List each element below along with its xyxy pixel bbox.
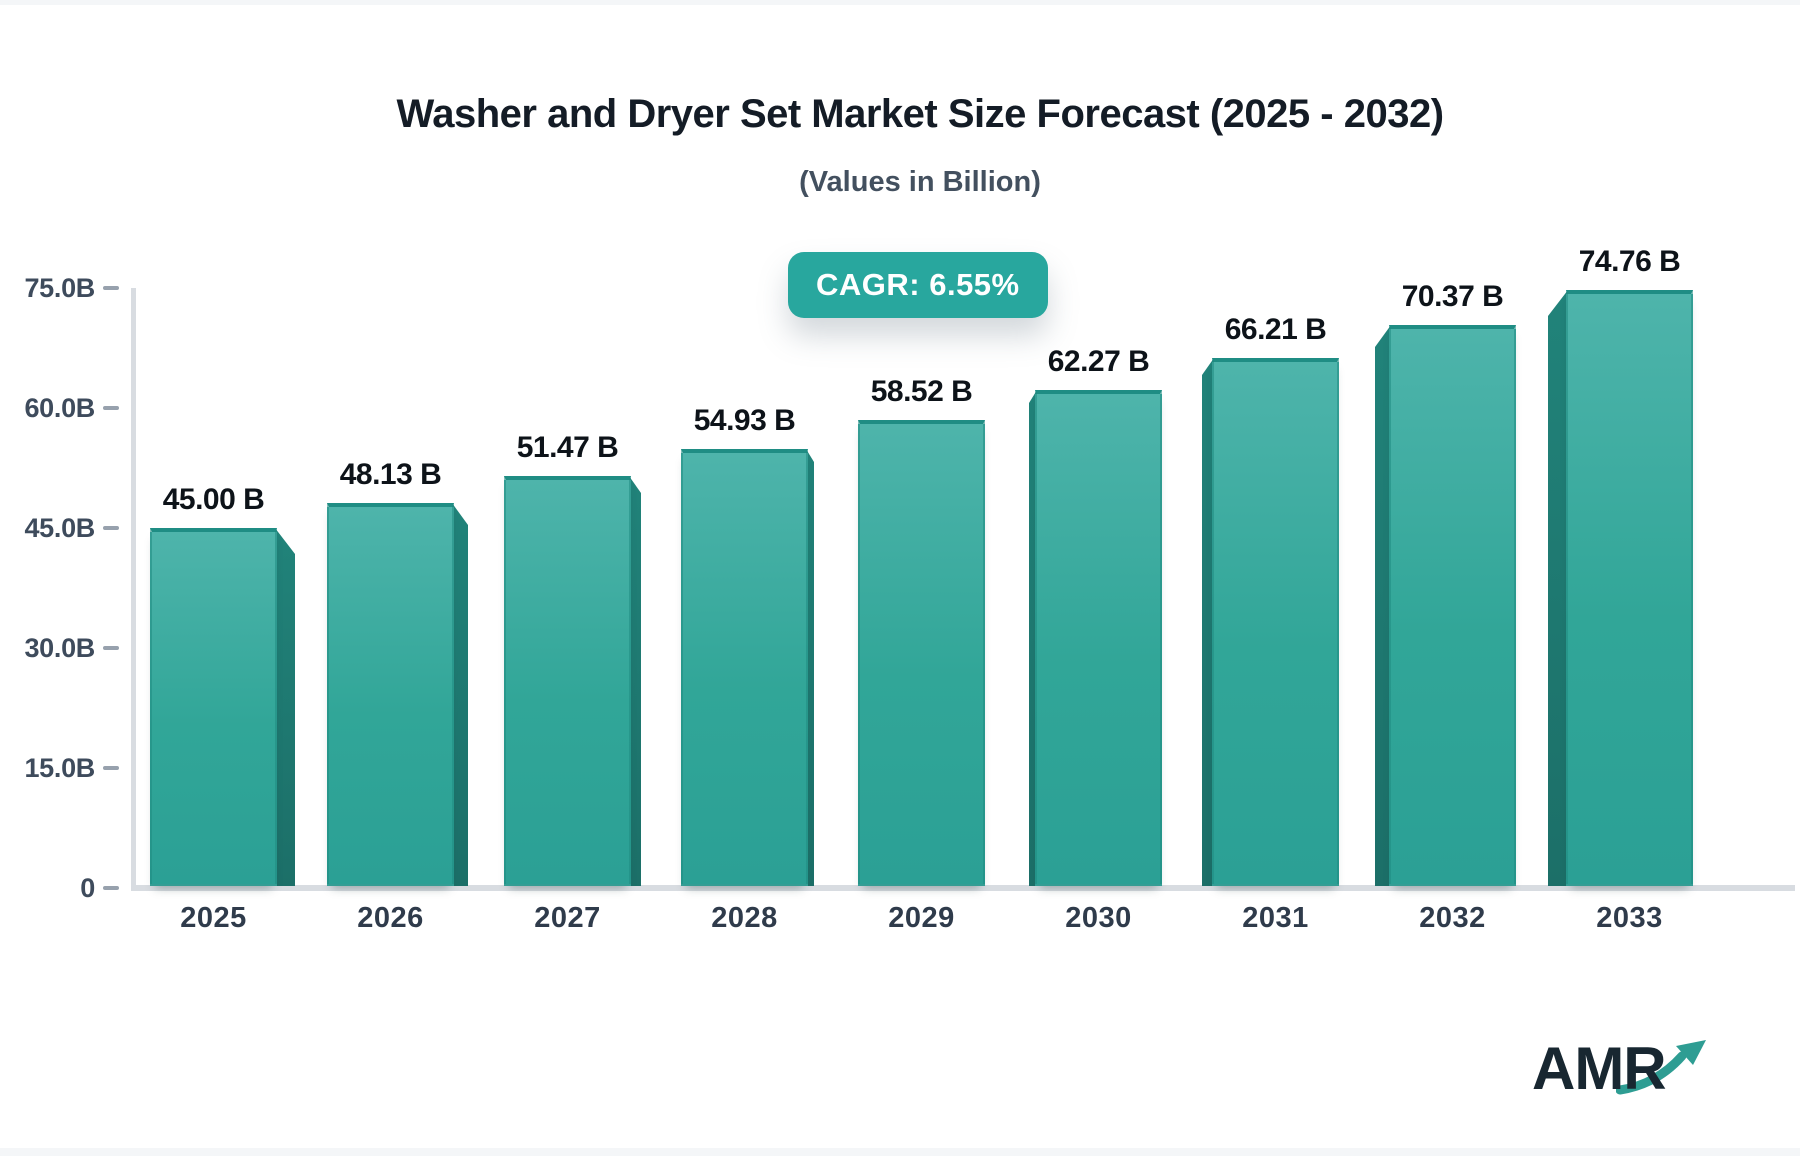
y-tick-label: 0 <box>80 873 95 903</box>
cagr-badge: CAGR: 6.55% <box>788 252 1048 318</box>
logo-text: AMR <box>1532 1035 1667 1102</box>
bar-value-label: 45.00 B <box>162 483 265 516</box>
y-tick-label: 30.0B <box>24 633 95 663</box>
x-axis-label: 2032 <box>1419 902 1486 934</box>
bar-side <box>452 503 468 886</box>
x-axis-label: 2030 <box>1065 902 1132 934</box>
bar-value-label: 74.76 B <box>1578 245 1681 278</box>
x-axis-label: 2028 <box>711 902 778 934</box>
chart-title: Washer and Dryer Set Market Size Forecas… <box>396 92 1444 136</box>
bar-side <box>1375 325 1391 886</box>
y-tick-dash <box>103 526 119 530</box>
bar-side <box>629 476 641 886</box>
chart-subtitle: (Values in Billion) <box>799 166 1041 198</box>
y-tick-label: 45.0B <box>24 513 95 543</box>
bar-side <box>1202 358 1214 886</box>
amr-logo: AMR <box>1532 1034 1712 1104</box>
x-axis-label: 2033 <box>1596 902 1663 934</box>
bar <box>1212 358 1339 886</box>
y-tick-label: 75.0B <box>24 273 95 303</box>
y-tick-label: 15.0B <box>24 753 95 783</box>
frame-strip-top <box>0 0 1800 5</box>
bar <box>681 449 808 886</box>
y-tick-dash <box>103 886 119 890</box>
bar <box>858 420 985 886</box>
x-axis-label: 2031 <box>1242 902 1309 934</box>
bar-value-label: 66.21 B <box>1224 313 1327 346</box>
bar-side <box>275 528 295 886</box>
y-tick-dash <box>103 646 119 650</box>
bar-value-label: 54.93 B <box>693 404 796 437</box>
bar <box>327 503 454 886</box>
x-axis-line <box>131 885 1795 891</box>
y-tick-dash <box>103 286 119 290</box>
x-axis-label: 2027 <box>534 902 601 934</box>
bar <box>1566 290 1693 886</box>
y-tick-label: 60.0B <box>24 393 95 423</box>
y-axis-line <box>131 288 136 888</box>
x-axis-label: 2026 <box>357 902 424 934</box>
bar-value-label: 62.27 B <box>1047 345 1150 378</box>
bar <box>150 528 277 886</box>
bar-value-label: 48.13 B <box>339 458 442 491</box>
x-axis-label: 2029 <box>888 902 955 934</box>
bar-side <box>806 449 814 886</box>
bar <box>504 476 631 886</box>
bar-side <box>1029 390 1037 886</box>
logo-trend-arrow-icon <box>1616 1040 1706 1095</box>
bar-value-label: 70.37 B <box>1401 280 1504 313</box>
bar-side <box>1548 290 1568 886</box>
bar <box>1389 325 1516 886</box>
frame-strip-bottom <box>0 1148 1800 1156</box>
bar <box>1035 390 1162 886</box>
bar-value-label: 51.47 B <box>516 431 619 464</box>
bar-value-label: 58.52 B <box>870 375 973 408</box>
y-tick-dash <box>103 766 119 770</box>
y-tick-dash <box>103 406 119 410</box>
x-axis-label: 2025 <box>180 902 247 934</box>
